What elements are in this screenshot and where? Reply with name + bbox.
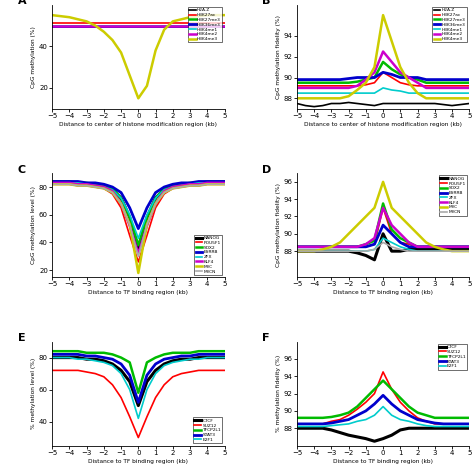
Text: B: B	[263, 0, 271, 7]
Legend: CTCF, SUZ12, TFCP2L1, STAT3, E2F1: CTCF, SUZ12, TFCP2L1, STAT3, E2F1	[193, 418, 222, 443]
Text: F: F	[263, 333, 270, 343]
X-axis label: Distance to center of histone modification region (kb): Distance to center of histone modificati…	[304, 122, 462, 127]
Y-axis label: CpG methylation (%): CpG methylation (%)	[31, 26, 36, 88]
Legend: H2A.Z, H3K27ac, H3K27me3, H3K36me3, H3K4me1, H3K4me2, H3K4me3: H2A.Z, H3K27ac, H3K27me3, H3K36me3, H3K4…	[188, 7, 222, 42]
Y-axis label: CpG methylation level (%): CpG methylation level (%)	[31, 186, 36, 264]
X-axis label: Distance to TF binding region (kb): Distance to TF binding region (kb)	[88, 290, 188, 295]
Text: C: C	[18, 165, 26, 175]
Y-axis label: % methylation fidelity (%): % methylation fidelity (%)	[276, 355, 281, 432]
Legend: H2A.Z, H3K27ac, H3K27me3, H3K36me3, H3K4me1, H3K4me2, H3K4me3: H2A.Z, H3K27ac, H3K27me3, H3K36me3, H3K4…	[432, 7, 467, 42]
Y-axis label: % methylation level (%): % methylation level (%)	[31, 358, 36, 429]
Y-axis label: CpG methylation fidelity (%): CpG methylation fidelity (%)	[276, 15, 281, 99]
Legend: CTCF, SUZ12, TFCP2L1, STAT3, E2F1: CTCF, SUZ12, TFCP2L1, STAT3, E2F1	[438, 344, 467, 370]
X-axis label: Distance to TF binding region (kb): Distance to TF binding region (kb)	[88, 458, 188, 464]
Text: E: E	[18, 333, 25, 343]
Legend: NANOG, POU5F1, SOX2, ESRRB, ZFX, KLF4, MYC, MYCN: NANOG, POU5F1, SOX2, ESRRB, ZFX, KLF4, M…	[439, 175, 467, 216]
X-axis label: Distance to center of histone modification region (kb): Distance to center of histone modificati…	[59, 122, 217, 127]
Y-axis label: CpG methylation fidelity (%): CpG methylation fidelity (%)	[276, 183, 281, 267]
X-axis label: Distance to TF binding region (kb): Distance to TF binding region (kb)	[333, 290, 433, 295]
X-axis label: Distance to TF binding region (kb): Distance to TF binding region (kb)	[333, 458, 433, 464]
Text: D: D	[263, 165, 272, 175]
Legend: NANOG, POU5F1, SOX2, ESRRB, ZFX, KLF4, MYC, MYCN: NANOG, POU5F1, SOX2, ESRRB, ZFX, KLF4, M…	[194, 235, 222, 275]
Text: A: A	[18, 0, 26, 7]
